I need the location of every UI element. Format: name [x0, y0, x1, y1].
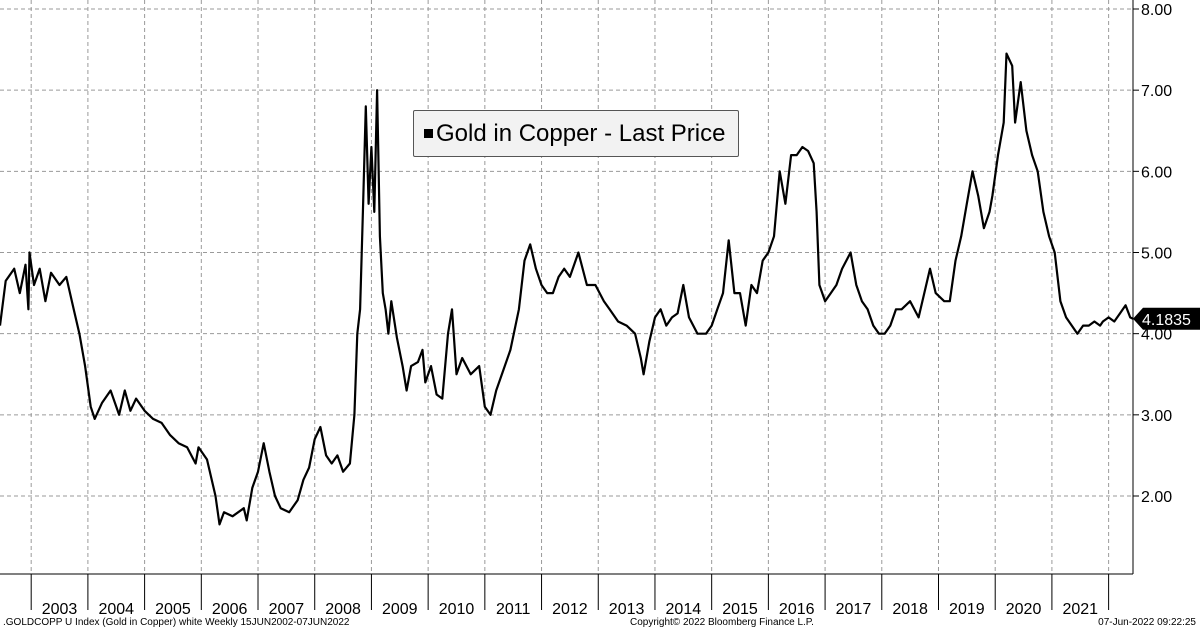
- y-tick-label: 6.00: [1141, 164, 1172, 181]
- x-tick-label: 2006: [212, 601, 248, 618]
- series-line: [0, 52, 1134, 526]
- x-tick-label: 2016: [779, 601, 815, 618]
- x-tick-label: 2014: [666, 601, 702, 618]
- x-tick-label: 2009: [382, 601, 418, 618]
- x-tick-label: 2004: [98, 601, 134, 618]
- y-tick-label: 7.00: [1141, 83, 1172, 100]
- y-tick-labels: 8.00 7.00 6.00 5.00 4.00 3.00 2.00: [1141, 2, 1172, 506]
- x-tick-label: 2020: [1006, 601, 1042, 618]
- x-tick-labels: 2003 2004 2005 2006 2007 2008 2009 2010 2011 2012…: [42, 601, 1098, 618]
- x-tick-label: 2013: [609, 601, 645, 618]
- footer-source: .GOLDCOPP U Index (Gold in Copper) white…: [3, 617, 350, 628]
- series-layer: [0, 52, 1134, 526]
- axis-layer: [0, 0, 1139, 610]
- x-tick-label: 2021: [1062, 601, 1098, 618]
- last-value-marker: 4.1835: [1133, 307, 1200, 330]
- x-tick-label: 2008: [325, 601, 361, 618]
- x-tick-label: 2005: [155, 601, 191, 618]
- grid-layer: [0, 0, 1133, 574]
- x-tick-label: 2007: [269, 601, 305, 618]
- footer-copyright: Copyright© 2022 Bloomberg Finance L.P.: [630, 617, 814, 628]
- last-value-tag: [1133, 307, 1200, 330]
- x-tick-label: 2015: [722, 601, 758, 618]
- x-tick-label: 2003: [42, 601, 78, 618]
- y-tick-label: 4.00: [1141, 327, 1172, 344]
- footer-timestamp: 07-Jun-2022 09:22:25: [1098, 617, 1196, 628]
- legend: Gold in Copper - Last Price: [413, 110, 739, 157]
- x-tick-label: 2017: [836, 601, 872, 618]
- x-tick-label: 2018: [892, 601, 928, 618]
- y-tick-label: 8.00: [1141, 2, 1172, 19]
- legend-swatch: [424, 129, 433, 138]
- x-tick-label: 2011: [496, 601, 531, 618]
- y-tick-label: 3.00: [1141, 408, 1172, 425]
- legend-label: Gold in Copper - Last Price: [436, 119, 726, 147]
- y-tick-label: 2.00: [1141, 489, 1172, 506]
- y-tick-label: 5.00: [1141, 246, 1172, 263]
- last-value-label: 4.1835: [1142, 312, 1191, 329]
- x-tick-label: 2010: [439, 601, 475, 618]
- x-tick-label: 2019: [949, 601, 985, 618]
- x-tick-label: 2012: [552, 601, 588, 618]
